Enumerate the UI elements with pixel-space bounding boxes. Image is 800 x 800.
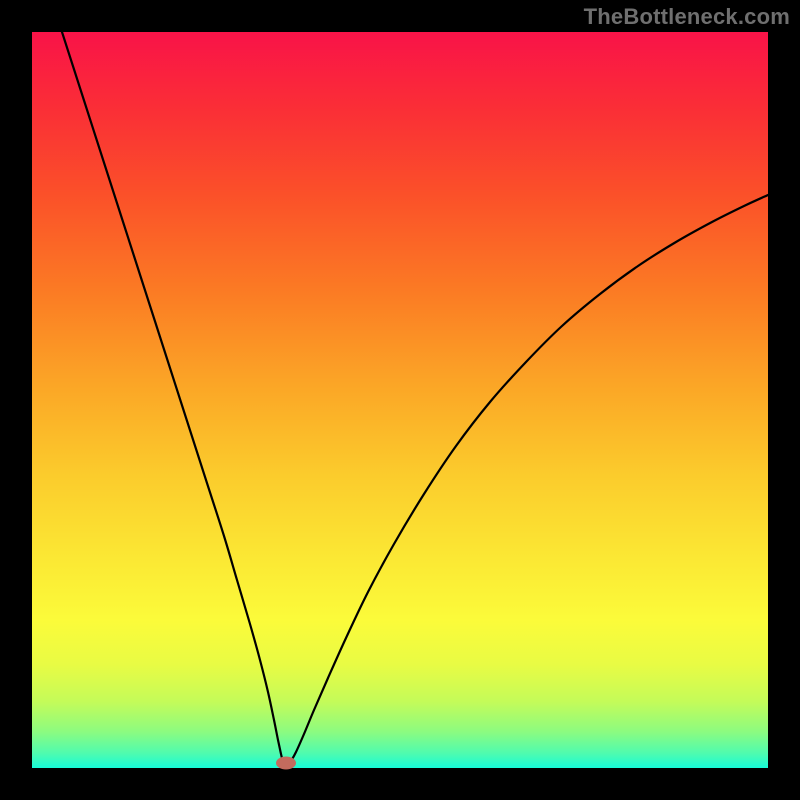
gradient-background — [32, 32, 768, 768]
watermark-text: TheBottleneck.com — [584, 4, 790, 30]
chart-frame: TheBottleneck.com — [0, 0, 800, 800]
plot-area — [32, 32, 768, 768]
bottleneck-curve — [62, 32, 768, 766]
chart-svg — [32, 32, 768, 768]
minimum-marker — [276, 757, 296, 770]
